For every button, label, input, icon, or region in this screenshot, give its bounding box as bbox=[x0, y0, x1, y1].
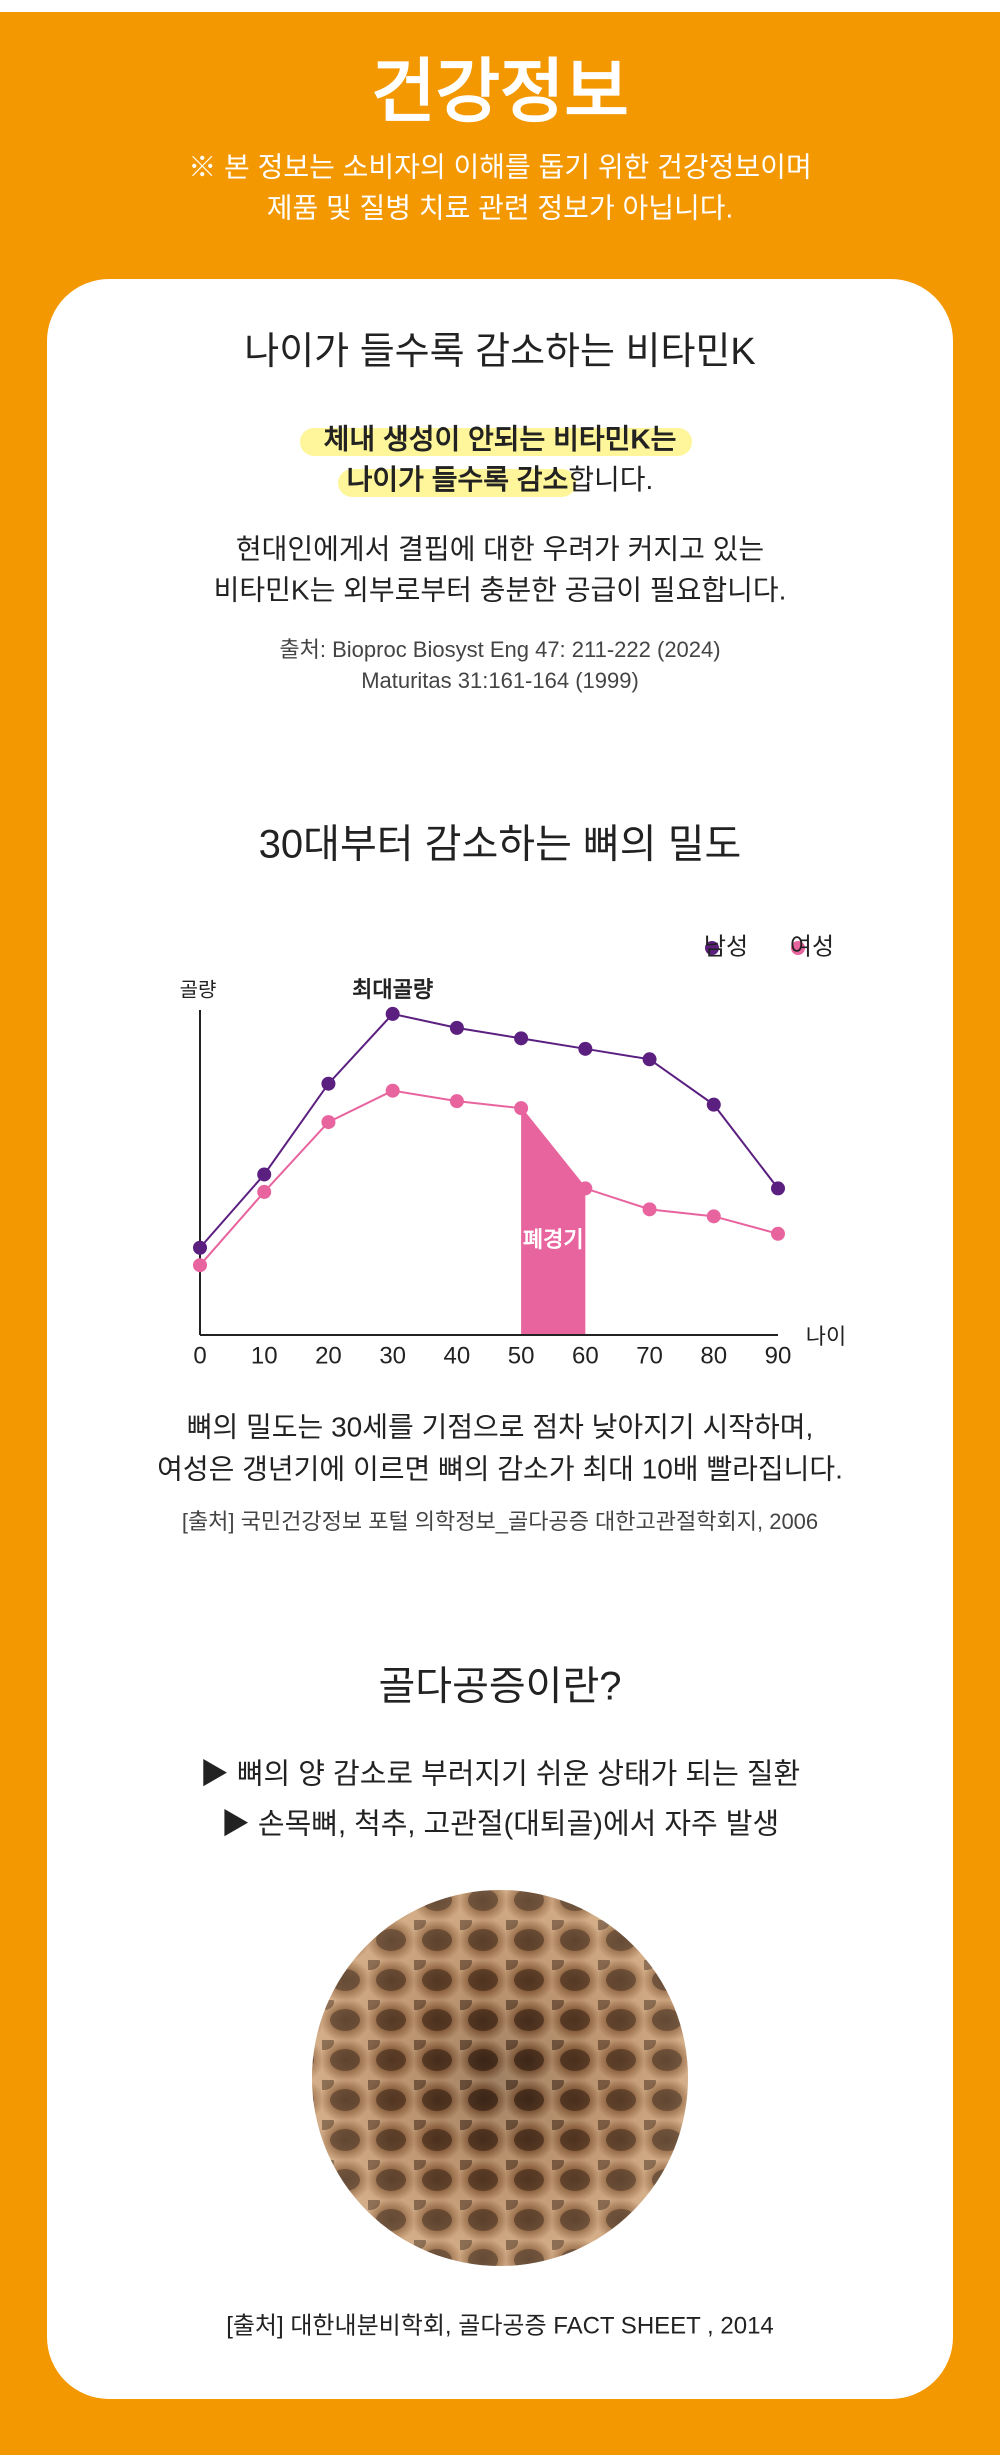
menopause-band bbox=[521, 1108, 586, 1335]
body-text: 여성은 갱년기에 이르면 뼈의 감소가 최대 10배 빨라집니다. bbox=[157, 1453, 843, 1484]
legend-marker bbox=[705, 941, 719, 955]
y-axis-label: 골량 bbox=[180, 978, 217, 1001]
data-point bbox=[642, 1052, 657, 1067]
data-point bbox=[449, 1020, 464, 1035]
x-tick-label: 80 bbox=[700, 1342, 727, 1369]
data-point bbox=[514, 1031, 529, 1046]
data-point bbox=[578, 1181, 593, 1196]
x-tick-label: 20 bbox=[315, 1342, 342, 1369]
body-text: 현대인에게서 결핍에 대한 우려가 커지고 있는 bbox=[236, 533, 764, 564]
highlight-text: 체내 생성이 안되는 비타민K는 bbox=[324, 423, 677, 454]
data-point bbox=[449, 1094, 464, 1109]
data-point bbox=[257, 1184, 272, 1199]
source: [출처] 대한내분비학회, 골다공증 FACT SHEET , 2014 bbox=[226, 2312, 774, 2339]
x-axis-label: 나이 bbox=[806, 1324, 846, 1349]
bullet: ▶ 뼈의 양 감소로 부러지기 쉬운 상태가 되는 질환 bbox=[200, 1759, 800, 1791]
section-title: 30대부터 감소하는 뼈의 밀도 bbox=[259, 823, 742, 867]
bone-image-shade bbox=[312, 1890, 688, 2266]
data-point bbox=[321, 1115, 336, 1130]
body-text: 비타민K는 외부로부터 충분한 공급이 필요합니다. bbox=[214, 574, 787, 605]
x-tick-label: 30 bbox=[379, 1342, 406, 1369]
section-title: 나이가 들수록 감소하는 비타민K bbox=[244, 331, 756, 373]
menopause-label: 폐경기 bbox=[523, 1227, 584, 1252]
notice: ※ 본 정보는 소비자의 이해를 돕기 위한 건강정보이며 bbox=[188, 151, 811, 182]
legend-label: 여성 bbox=[790, 933, 834, 960]
data-point bbox=[642, 1202, 657, 1217]
data-point bbox=[257, 1167, 272, 1182]
header-title: 건강정보 bbox=[371, 52, 629, 130]
x-tick-label: 60 bbox=[572, 1342, 599, 1369]
section-title: 골다공증이란? bbox=[378, 1665, 621, 1709]
data-point bbox=[578, 1041, 593, 1056]
source: [출처] 국민건강정보 포털 의학정보_골다공증 대한고관절학회지, 2006 bbox=[182, 1509, 818, 1534]
annotation: 최대골량 bbox=[352, 977, 433, 1002]
data-point bbox=[771, 1226, 785, 1241]
x-tick-label: 70 bbox=[636, 1342, 663, 1369]
data-point bbox=[514, 1101, 529, 1116]
x-tick-label: 10 bbox=[251, 1342, 278, 1369]
series-line bbox=[199, 1089, 779, 1266]
data-point bbox=[321, 1076, 336, 1091]
highlight-text: 나이가 들수록 감소 bbox=[347, 464, 569, 495]
series-line bbox=[199, 1012, 779, 1249]
top-strip bbox=[0, 0, 1000, 12]
highlight-line: 나이가 들수록 감소합니다. bbox=[347, 464, 654, 495]
data-point bbox=[385, 1006, 400, 1021]
source: Maturitas 31:161-164 (1999) bbox=[361, 668, 639, 693]
x-tick-label: 90 bbox=[765, 1342, 792, 1369]
highlight bbox=[300, 428, 692, 456]
body-text: 뼈의 밀도는 30세를 기점으로 점차 낮아지기 시작하며, bbox=[187, 1411, 814, 1442]
data-point bbox=[193, 1258, 207, 1273]
x-tick-label: 50 bbox=[508, 1342, 535, 1369]
data-point bbox=[385, 1083, 400, 1098]
data-point bbox=[706, 1209, 721, 1224]
data-point bbox=[706, 1097, 721, 1112]
card bbox=[47, 279, 953, 2399]
text: 합니다. bbox=[568, 464, 653, 495]
data-point bbox=[771, 1181, 785, 1196]
notice: 제품 및 질병 치료 관련 정보가 아닙니다. bbox=[267, 192, 734, 223]
legend-marker bbox=[791, 941, 805, 955]
data-point bbox=[193, 1240, 207, 1255]
bullet: ▶ 손목뼈, 척추, 고관절(대퇴골)에서 자주 발생 bbox=[221, 1808, 779, 1841]
x-tick-label: 40 bbox=[444, 1342, 471, 1369]
x-tick-label: 0 bbox=[193, 1342, 206, 1369]
legend-label: 남성 bbox=[704, 933, 748, 960]
highlight bbox=[338, 469, 576, 497]
source: 출처: Bioproc Biosyst Eng 47: 211-222 (202… bbox=[279, 637, 720, 662]
